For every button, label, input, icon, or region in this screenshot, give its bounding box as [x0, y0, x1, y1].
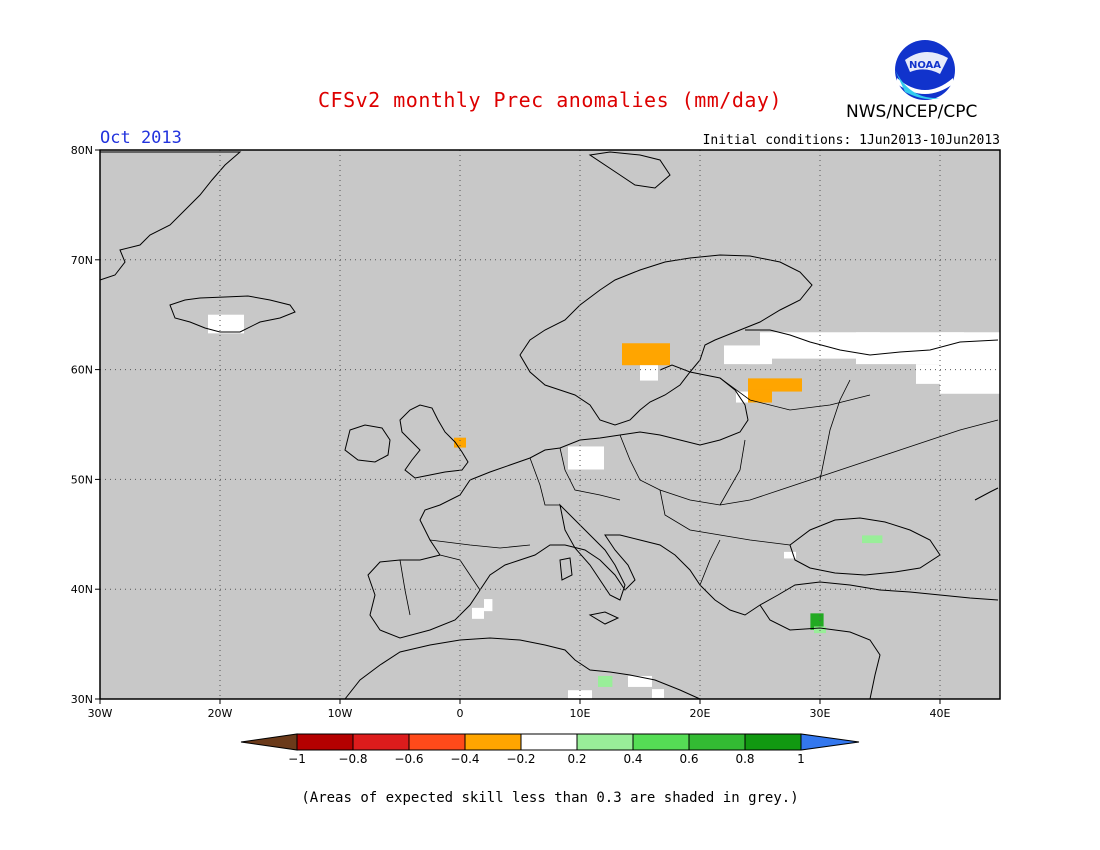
anomaly-cell	[484, 599, 493, 612]
map-area: 30W 20W 10W 0 10E 20E 30E 40E 80N 70N 60N 50N 40N 30…	[71, 144, 1001, 720]
anomaly-cell	[748, 378, 802, 392]
lat-tick-label: 30N	[71, 693, 93, 706]
colorbar-swatch	[464, 733, 522, 751]
lat-tick-label: 70N	[71, 254, 93, 267]
colorbar: −1 −0.8 −0.6 −0.4 −0.2 0.2 0.4 0.6 0.8 1	[240, 733, 860, 766]
colorbar-swatch	[296, 733, 354, 751]
latitude-ticks: 80N 70N 60N 50N 40N 30N	[71, 144, 100, 706]
longitude-ticks: 30W 20W 10W 0 10E 20E 30E 40E	[88, 699, 951, 720]
anomaly-cell	[748, 354, 772, 365]
colorbar-label: −0.8	[338, 752, 367, 766]
anomaly-cell	[598, 675, 613, 687]
anomaly-cell	[454, 437, 466, 448]
coastlines	[99, 151, 999, 700]
colorbar-swatch	[352, 733, 410, 751]
map-frame	[99, 149, 1001, 700]
colorbar-swatch	[576, 733, 634, 751]
anomaly-cell	[784, 551, 796, 559]
lat-tick-label: 60N	[71, 364, 93, 377]
colorbar-swatch	[688, 733, 746, 751]
colorbar-swatch	[520, 733, 578, 751]
lat-tick-label: 40N	[71, 583, 93, 596]
colorbar-label: −0.4	[450, 752, 479, 766]
colorbar-swatch	[744, 733, 802, 751]
colorbar-label: 0.8	[735, 752, 754, 766]
lon-tick-label: 0	[457, 707, 464, 720]
map-gridlines	[100, 150, 1000, 699]
anomaly-cell	[736, 391, 748, 403]
map-background	[100, 150, 1000, 699]
lat-tick-label: 50N	[71, 473, 93, 486]
colorbar-arrow-left	[240, 733, 298, 751]
anomaly-cell	[814, 626, 826, 634]
lon-tick-label: 20E	[690, 707, 711, 720]
lat-tick-label: 80N	[71, 144, 93, 157]
lon-tick-label: 40E	[930, 707, 951, 720]
colorbar-label: 0.6	[679, 752, 698, 766]
colorbar-label: −1	[288, 752, 306, 766]
lon-tick-label: 20W	[208, 707, 233, 720]
anomaly-cells	[208, 314, 1000, 699]
anomaly-cell	[940, 332, 1000, 394]
logo-text: NOAA	[909, 60, 941, 71]
colorbar-label: 0.4	[623, 752, 642, 766]
anomaly-cell	[568, 446, 604, 470]
lon-tick-label: 30E	[810, 707, 831, 720]
initial-conditions-label: Initial conditions: 1Jun2013-10Jun2013	[702, 133, 1000, 148]
colorbar-arrow-right	[800, 733, 860, 751]
colorbar-label: 0.2	[567, 752, 586, 766]
noaa-logo: NOAA	[895, 40, 955, 100]
colorbar-swatch	[408, 733, 466, 751]
colorbar-swatch	[632, 733, 690, 751]
anomaly-cell	[640, 365, 658, 381]
lon-tick-label: 30W	[88, 707, 113, 720]
lon-tick-label: 10E	[570, 707, 591, 720]
agency-label: NWS/NCEP/CPC	[846, 102, 978, 122]
colorbar-label: −0.2	[506, 752, 535, 766]
anomaly-cell	[862, 535, 883, 544]
anomaly-cell	[628, 675, 652, 687]
anomaly-cell	[472, 607, 484, 619]
colorbar-label: 1	[797, 752, 805, 766]
anomaly-cell	[652, 689, 664, 698]
lon-tick-label: 10W	[328, 707, 353, 720]
colorbar-label: −0.6	[394, 752, 423, 766]
skill-note: (Areas of expected skill less than 0.3 a…	[301, 790, 799, 806]
chart-title: CFSv2 monthly Prec anomalies (mm/day)	[317, 88, 783, 112]
anomaly-cell	[568, 690, 592, 699]
month-label: Oct 2013	[100, 128, 182, 148]
anomaly-cell	[916, 364, 940, 384]
anomaly-cell	[622, 343, 670, 366]
anomaly-cell	[748, 389, 772, 403]
anomaly-cell	[208, 314, 244, 334]
